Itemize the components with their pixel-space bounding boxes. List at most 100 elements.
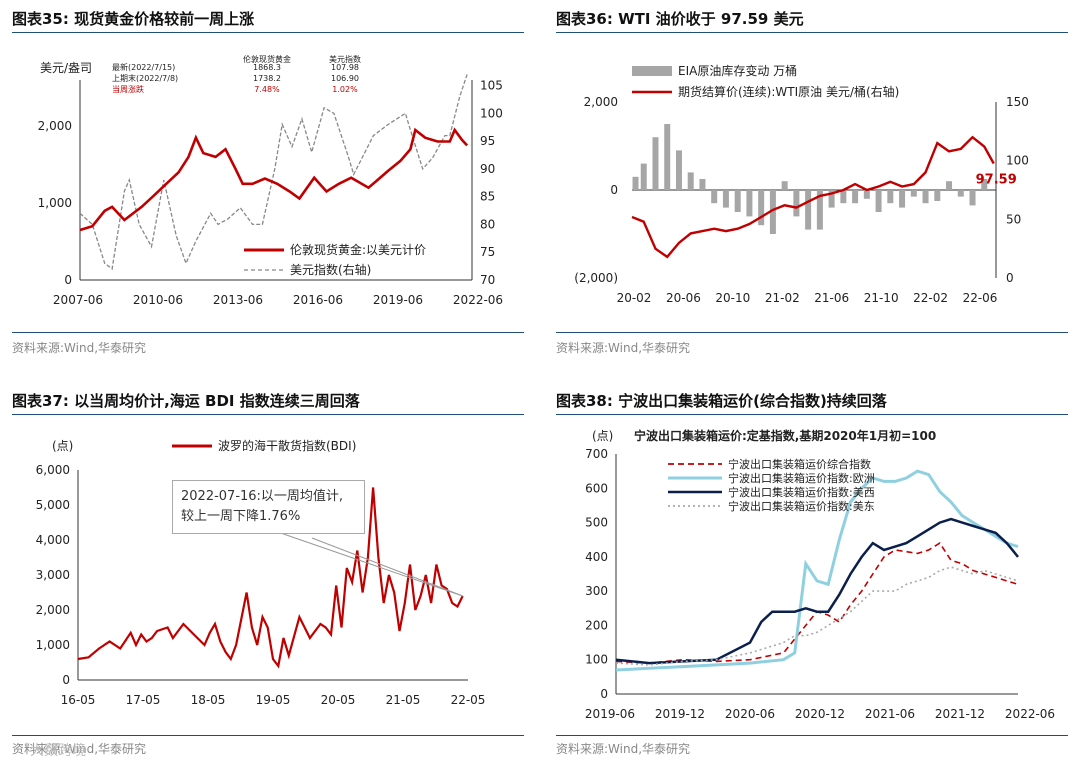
ningbo-x-tick: 2019-06 [585,707,635,721]
legend-ningbo-label-1: 宁波出口集装箱运价指数:欧洲 [728,471,875,485]
wti-x-tick: 21-10 [864,291,899,305]
wti-x-tick: 21-02 [765,291,800,305]
bdi-x-tick: 17-05 [126,693,161,707]
eia-inventory-bar [793,190,800,217]
ningbo-container-chart: (点) 宁波出口集装箱运价:定基指数,基期2020年1月初=100 0 100 200 3… [585,428,1055,721]
eia-inventory-bar [922,190,929,204]
table-header-gold: 伦敦现货黄金 [243,54,291,64]
panel-1-source: 资料来源:Wind,华泰研究 [12,341,147,355]
panel-4-source-rule [556,735,1068,736]
wti-x-tick: 20-06 [666,291,701,305]
y-axis-title: (点) [592,429,613,443]
y-tick-right: 75 [480,245,495,259]
y-axis-title-left: 美元/盎司 [40,61,92,75]
gold-x-tick: 2016-06 [293,293,343,307]
y-axis-title: (点) [52,439,73,453]
eia-inventory-bar [899,190,906,208]
legend-ningbo-label-0: 宁波出口集装箱运价综合指数 [728,457,871,471]
eia-inventory-bar [746,190,753,217]
gold-x-tick: 2010-06 [133,293,183,307]
y-tick-left: 2,000 [38,119,72,133]
y-tick: 4,000 [36,533,70,547]
ningbo-x-tick: 2021-12 [935,707,985,721]
eia-inventory-bar [687,172,694,190]
y-tick-right: 90 [480,162,495,176]
usd-index-line [79,74,468,271]
gold-x-tick: 2007-06 [53,293,103,307]
bdi-chart: (点) 0 1,000 2,000 3,000 4,000 5,000 6,000 16-05 1… [36,438,486,707]
y-tick-right: 95 [480,134,495,148]
wti-x-tick: 21-06 [814,291,849,305]
panel-4-title: 图表38: 宁波出口集装箱运价(综合指数)持续回落 [556,392,887,410]
table-row-gold: 7.48% [254,85,280,94]
ningbo-x-tick: 2020-12 [795,707,845,721]
y-tick-left: 2,000 [584,95,618,109]
table-row-label: 最新(2022/7/15) [112,62,175,72]
eia-inventory-bar [734,190,741,212]
eia-inventory-bar [981,179,988,190]
y-tick: 500 [585,516,608,530]
panel-2-source-rule [556,332,1068,333]
ningbo-series-line-2 [615,517,1019,665]
panel-3-title: 图表37: 以当周均价计,海运 BDI 指数连续三周回落 [12,392,360,410]
y-tick: 700 [585,447,608,461]
ningbo-series-line-1 [615,469,1019,672]
eia-inventory-bar [675,150,682,190]
eia-inventory-bar [946,181,953,190]
y-tick-left: 0 [64,273,72,287]
eia-inventory-bar [805,190,812,230]
eia-inventory-bar [769,190,776,234]
eia-inventory-bar [758,190,765,226]
legend-gold-label: 伦敦现货黄金:以美元计价 [290,242,426,257]
y-tick-left: (2,000) [574,271,618,285]
y-tick: 0 [62,673,70,687]
chart-title: 宁波出口集装箱运价:定基指数,基期2020年1月初=100 [634,428,936,443]
eia-inventory-bar [711,190,718,204]
y-tick-right: 50 [1006,212,1021,226]
gold-usd-chart: 美元/盎司 0 1,000 2,000 70 75 80 85 90 95 100 105 2007-0… [38,54,503,307]
wti-last-value: 97.59 [976,172,1017,187]
y-tick-right: 100 [1006,154,1029,168]
y-tick: 2,000 [36,603,70,617]
panel-1-source-rule [12,332,524,333]
panel-1-title-rule [12,32,524,33]
panel-2-title-rule [556,32,1068,33]
panel-4-title-rule [556,414,1068,415]
eia-inventory-bar [781,181,788,190]
legend-ningbo-label-2: 宁波出口集装箱运价指数:美西 [728,485,875,499]
y-tick: 5,000 [36,498,70,512]
legend-wti-label: 期货结算价(连续):WTI原油 美元/桶(右轴) [678,84,899,99]
panel-3-source-rule [12,735,524,736]
gold-x-tick: 2022-06 [453,293,503,307]
table-row-usd: 107.98 [331,63,359,72]
bdi-x-tick: 20-05 [321,693,356,707]
eia-inventory-bar [875,190,882,212]
panel-2-source: 资料来源:Wind,华泰研究 [556,341,691,355]
eia-inventory-bar [910,190,917,197]
ningbo-x-tick: 2021-06 [865,707,915,721]
y-tick-right: 100 [480,106,503,120]
wti-price-line [631,135,995,259]
annotation-pointer-bottom [311,537,463,597]
y-tick: 0 [600,687,608,701]
y-tick: 300 [585,584,608,598]
wti-x-tick: 22-02 [913,291,948,305]
table-row-gold: 1738.2 [253,74,281,83]
legend-ningbo-label-3: 宁波出口集装箱运价指数:美东 [728,499,875,513]
bdi-line [77,487,464,669]
eia-inventory-bar [722,190,729,208]
legend-bdi-label: 波罗的海干散货指数(BDI) [218,438,356,453]
eia-inventory-bar [969,190,976,206]
y-tick: 200 [585,618,608,632]
table-row-gold: 1868.3 [253,63,281,72]
y-tick: 100 [585,653,608,667]
bdi-x-tick: 22-05 [451,693,486,707]
y-tick-right: 150 [1006,95,1029,109]
y-tick-right: 0 [1006,271,1014,285]
eia-inventory-bar [934,190,941,201]
y-tick: 6,000 [36,463,70,477]
table-row-label: 当周涨跌 [112,84,144,94]
panel-4-source: 资料来源:Wind,华泰研究 [556,742,691,756]
table-row-label: 上期末(2022/7/8) [112,73,178,83]
table-header-usd: 美元指数 [329,54,361,64]
